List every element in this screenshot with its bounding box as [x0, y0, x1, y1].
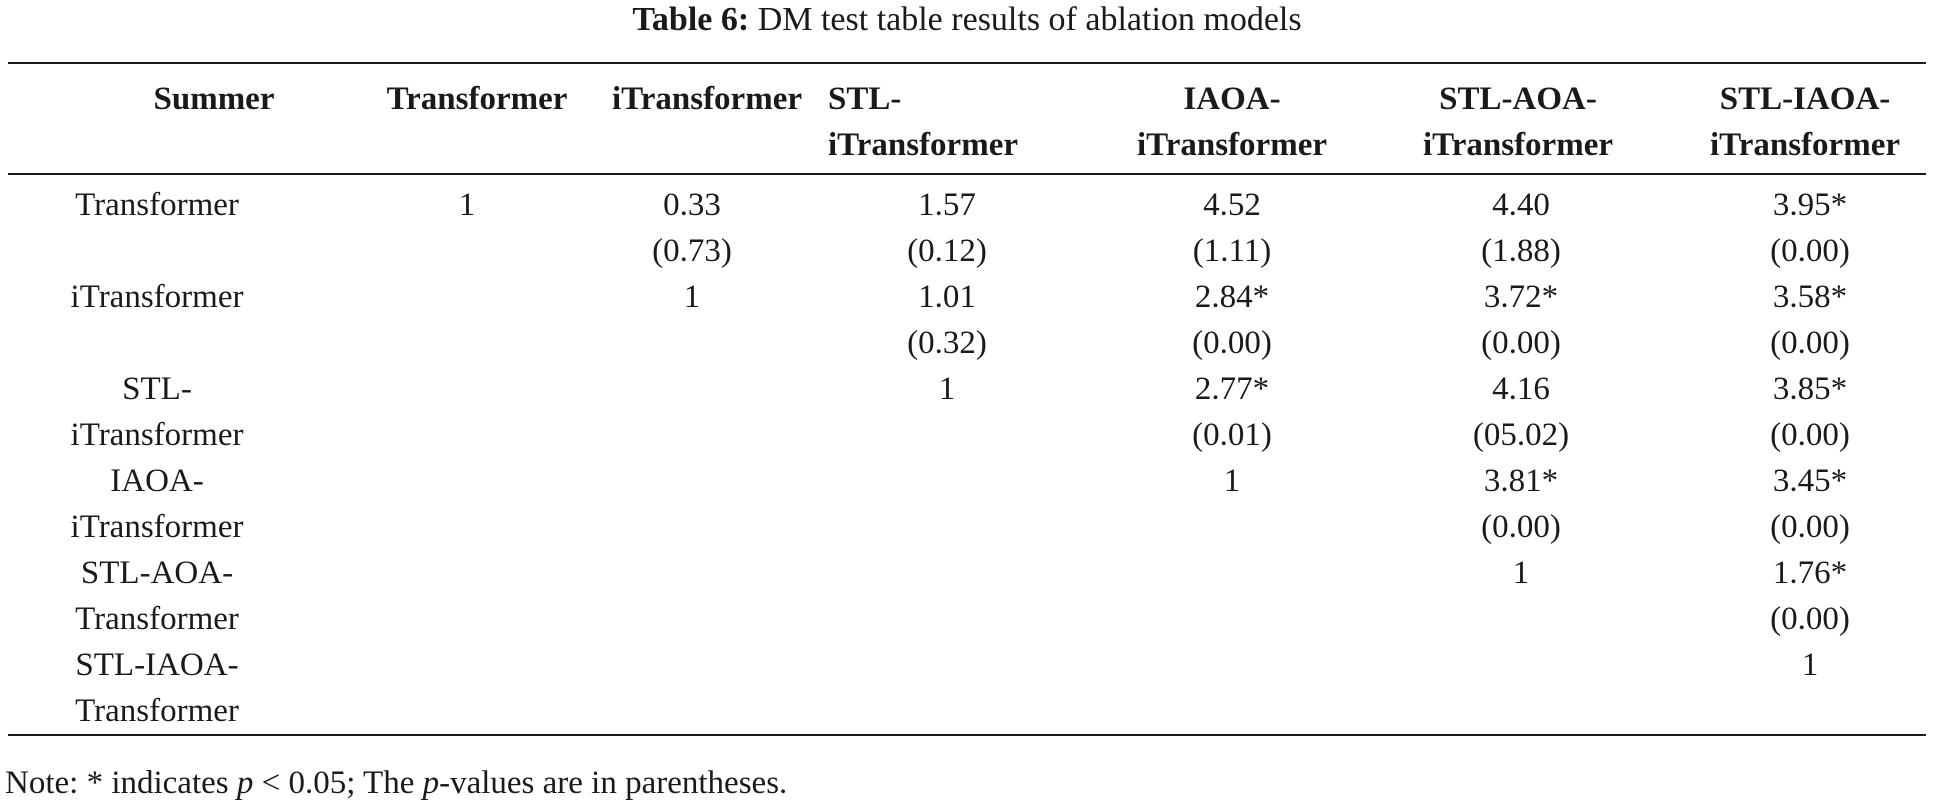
row-header-stl-itransformer-l2: iTransformer — [70, 417, 244, 453]
table-cell-pvalue: (1.11) — [1192, 233, 1272, 269]
table-cell-pvalue: (0.00) — [1770, 601, 1850, 637]
table-cell: 1 — [938, 371, 956, 407]
row-header-iaoa-itransformer-l2: iTransformer — [70, 509, 244, 545]
table-cell-pvalue: (0.12) — [907, 233, 987, 269]
row-header-stl-aoa-transformer-l2: Transformer — [75, 601, 239, 637]
col-header-iaoa-itransformer-l1: IAOA- — [1183, 81, 1281, 117]
table-caption: Table 6: DM test table results of ablati… — [0, 0, 1934, 40]
table-caption-text: DM test table results of ablation models — [757, 1, 1302, 38]
row-header-stl-itransformer-l1: STL- — [122, 371, 192, 407]
row-header-itransformer: iTransformer — [70, 279, 244, 315]
row-header-iaoa-itransformer-l1: IAOA- — [110, 463, 204, 499]
footnote-p-symbol: p — [236, 765, 254, 801]
col-header-iaoa-itransformer-l2: iTransformer — [1137, 127, 1327, 163]
table-cell: 2.84* — [1194, 279, 1270, 315]
col-header-stl-itransformer-l1: STL- — [828, 81, 902, 117]
table-cell: 1 — [683, 279, 701, 315]
table-cell: 1.76* — [1772, 555, 1848, 591]
col-header-transformer: Transformer — [386, 81, 568, 117]
table-cell: 3.45* — [1772, 463, 1848, 499]
col-header-itransformer: iTransformer — [612, 81, 802, 117]
table-bottom-rule — [8, 734, 1926, 736]
table-cell: 1 — [458, 187, 476, 223]
table-cell: 1.57 — [918, 187, 976, 223]
footnote-middle: < 0.05; The — [253, 765, 423, 801]
table-cell-pvalue: (0.73) — [652, 233, 732, 269]
table-cell-pvalue: (0.01) — [1192, 417, 1272, 453]
corner-header: Summer — [153, 81, 275, 117]
table-cell: 1.01 — [918, 279, 976, 315]
row-header-stl-iaoa-transformer-l1: STL-IAOA- — [75, 647, 239, 683]
table-cell: 3.72* — [1483, 279, 1559, 315]
col-header-stl-iaoa-itransformer-l2: iTransformer — [1710, 127, 1900, 163]
table-cell: 4.52 — [1203, 187, 1261, 223]
row-header-transformer: Transformer — [75, 187, 239, 223]
table-cell: 4.40 — [1492, 187, 1550, 223]
table-cell: 0.33 — [663, 187, 721, 223]
table-cell: 3.95* — [1772, 187, 1848, 223]
footnote-p-symbol-2: p — [422, 765, 440, 801]
table-top-rule — [8, 62, 1926, 64]
table-cell: 1 — [1223, 463, 1241, 499]
table-cell-pvalue: (0.00) — [1770, 233, 1850, 269]
table-cell: 3.81* — [1483, 463, 1559, 499]
col-header-stl-iaoa-itransformer-l1: STL-IAOA- — [1719, 81, 1891, 117]
table-cell: 3.85* — [1772, 371, 1848, 407]
table-cell: 2.77* — [1194, 371, 1270, 407]
table-cell-pvalue: (1.88) — [1481, 233, 1561, 269]
col-header-stl-itransformer-l2: iTransformer — [828, 127, 1018, 163]
table-cell-pvalue: (0.00) — [1481, 325, 1561, 361]
footnote-suffix: -values are in parentheses. — [439, 765, 788, 801]
table-cell-pvalue: (0.00) — [1481, 509, 1561, 545]
col-header-stl-aoa-itransformer-l2: iTransformer — [1423, 127, 1613, 163]
table-cell-pvalue: (0.32) — [907, 325, 987, 361]
table-cell-pvalue: (0.00) — [1770, 417, 1850, 453]
footnote-prefix: Note: * indicates — [5, 765, 237, 801]
table-caption-label: Table 6: — [632, 1, 750, 38]
table-cell-pvalue: (0.00) — [1770, 509, 1850, 545]
table-cell: 3.58* — [1772, 279, 1848, 315]
row-header-stl-iaoa-transformer-l2: Transformer — [75, 693, 239, 729]
table-header-rule — [8, 173, 1926, 175]
table-cell: 1 — [1801, 647, 1819, 683]
row-header-stl-aoa-transformer-l1: STL-AOA- — [80, 555, 234, 591]
table-cell: 4.16 — [1492, 371, 1550, 407]
col-header-stl-aoa-itransformer-l1: STL-AOA- — [1439, 81, 1597, 117]
table-cell-pvalue: (0.00) — [1192, 325, 1272, 361]
table-cell-pvalue: (0.00) — [1770, 325, 1850, 361]
table-cell-pvalue: (05.02) — [1472, 417, 1570, 453]
table-cell: 1 — [1512, 555, 1530, 591]
table-footnote: Note: * indicates p < 0.05; The p-values… — [5, 760, 787, 806]
